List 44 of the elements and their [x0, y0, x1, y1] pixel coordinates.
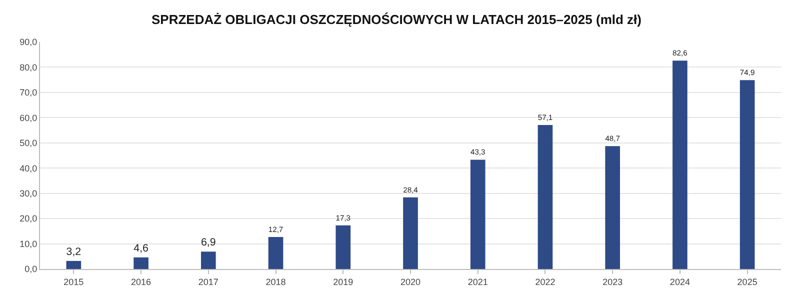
x-tick-label: 2024	[670, 276, 690, 287]
y-tick-label: 70,0	[20, 88, 38, 98]
bar	[538, 124, 553, 269]
x-tick-label: 2015	[64, 276, 84, 287]
y-tick-label: 0,0	[24, 264, 38, 274]
data-label: 3,2	[66, 246, 82, 258]
x-tick-label: 2025	[737, 276, 758, 287]
chart-title: SPRZEDAŻ OBLIGACJI OSZCZĘDNOŚCIOWYCH W LATACH 2015–2025 (mld zł)	[152, 12, 642, 27]
data-label: 17,3	[336, 213, 351, 222]
y-tick-label: 80,0	[20, 62, 38, 72]
data-label: 82,6	[672, 48, 688, 58]
y-tick-label: 50,0	[20, 138, 38, 148]
bar	[470, 160, 486, 269]
x-tick-label: 2021	[468, 276, 488, 287]
data-label: 12,7	[268, 224, 284, 234]
x-tick-label: 2019	[333, 276, 354, 287]
bar	[672, 60, 688, 269]
x-tick-label: 2023	[602, 276, 623, 287]
bar	[336, 225, 351, 269]
data-label: 74,9	[740, 68, 755, 78]
data-label: 48,7	[605, 134, 620, 144]
data-label: 43,3	[470, 148, 486, 157]
bar	[66, 260, 82, 269]
bar	[605, 146, 620, 269]
y-tick-label: 10,0	[20, 238, 38, 249]
bar	[201, 252, 216, 269]
bar	[740, 80, 755, 269]
bar	[268, 236, 284, 269]
y-tick-label: 40,0	[20, 163, 38, 174]
data-label: 4,6	[134, 242, 149, 254]
x-tick-label: 2017	[198, 276, 218, 287]
x-tick-label: 2016	[131, 276, 152, 287]
data-label: 57,1	[538, 112, 553, 122]
y-tick-label: 30,0	[20, 188, 38, 198]
data-label: 6,9	[201, 236, 216, 249]
bar	[134, 257, 148, 269]
y-tick-label: 90,0	[20, 37, 38, 48]
y-tick-label: 20,0	[20, 214, 38, 224]
x-tick-label: 2018	[266, 276, 286, 287]
x-tick-label: 2020	[400, 276, 421, 287]
y-tick-label: 60,0	[20, 112, 38, 123]
bar	[403, 197, 418, 269]
data-label: 28,4	[403, 185, 418, 194]
x-tick-label: 2022	[535, 276, 556, 287]
